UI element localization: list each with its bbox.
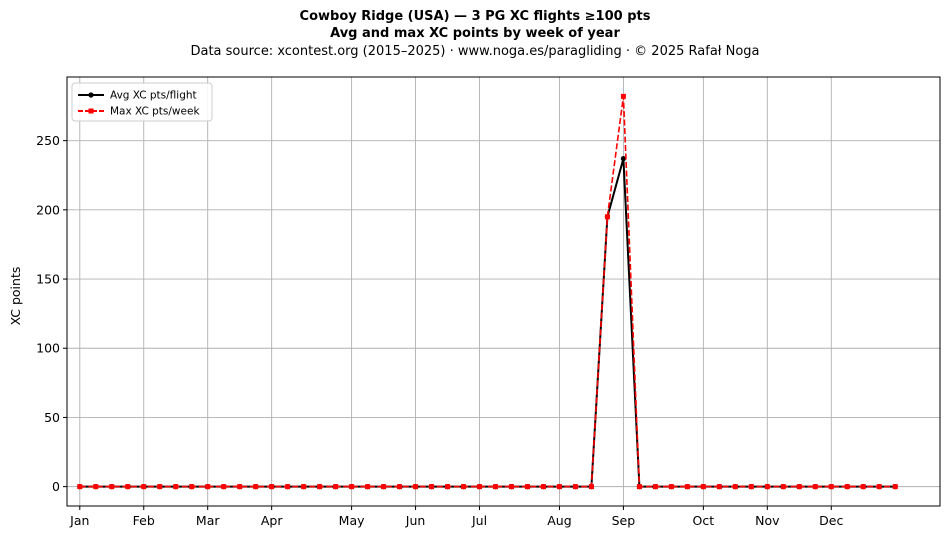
data-point: [764, 484, 770, 490]
data-point: [285, 484, 291, 490]
x-tick-label: Apr: [261, 513, 283, 528]
chart-title: Cowboy Ridge (USA) — 3 PG XC flights ≥10…: [299, 9, 651, 24]
data-point: [157, 484, 163, 490]
data-point: [604, 214, 610, 220]
data-point: [253, 484, 259, 490]
data-point: [93, 484, 99, 490]
data-point: [668, 484, 674, 490]
series-line-0: [79, 157, 896, 488]
y-tick-label: 150: [36, 272, 60, 287]
data-point: [189, 484, 195, 490]
data-point: [524, 484, 530, 490]
series-layer: [77, 93, 898, 490]
data-point: [892, 484, 898, 490]
x-axis: Jan Feb Mar Apr May Jun Jul Aug Sep Oct Nov Dec: [69, 506, 843, 528]
x-tick-label: Nov: [755, 513, 780, 528]
data-point: [173, 484, 179, 490]
data-point: [732, 484, 738, 490]
data-point: [365, 484, 371, 490]
data-point: [381, 484, 387, 490]
data-point: [796, 484, 802, 490]
data-point: [77, 484, 83, 490]
data-point: [684, 484, 690, 490]
legend-box: [71, 82, 213, 122]
data-point: [221, 484, 227, 490]
data-point: [301, 484, 307, 490]
data-point: [445, 484, 451, 490]
data-point: [205, 484, 211, 490]
data-point: [636, 484, 642, 490]
data-point: [828, 484, 834, 490]
data-point: [540, 484, 546, 490]
data-point: [748, 484, 754, 490]
x-tick-label: Jul: [471, 513, 487, 528]
data-point: [700, 484, 706, 490]
y-tick-label: 250: [36, 133, 60, 148]
grid: [67, 77, 940, 506]
data-point: [237, 484, 243, 490]
data-point: [125, 484, 131, 490]
legend: Avg XC pts/flight Max XC pts/week: [71, 82, 213, 122]
data-point: [812, 484, 818, 490]
x-tick-label: Jan: [69, 513, 89, 528]
x-tick-label: Mar: [196, 513, 220, 528]
legend-marker: [88, 92, 94, 98]
data-point: [429, 484, 435, 490]
legend-label-0: Avg XC pts/flight: [110, 90, 197, 102]
data-point: [860, 484, 866, 490]
data-point: [620, 93, 626, 99]
y-tick-label: 100: [36, 341, 60, 356]
x-tick-label: Aug: [547, 513, 571, 528]
legend-label-1: Max XC pts/week: [110, 106, 200, 118]
data-point: [109, 484, 115, 490]
chart-titles: Cowboy Ridge (USA) — 3 PG XC flights ≥10…: [0, 8, 950, 60]
data-point: [556, 484, 562, 490]
data-point: [477, 484, 483, 490]
data-point: [572, 484, 578, 490]
y-tick-label: 0: [52, 479, 60, 494]
data-point: [269, 484, 275, 490]
data-point: [413, 484, 419, 490]
data-point: [317, 484, 323, 490]
legend-marker: [88, 108, 94, 114]
data-point: [780, 484, 786, 490]
series-line-1: [79, 95, 896, 488]
data-point: [397, 484, 403, 490]
y-axis-label: XC points: [8, 267, 23, 326]
x-tick-label: Jun: [405, 513, 426, 528]
data-point: [508, 484, 514, 490]
data-point: [493, 484, 499, 490]
x-tick-label: Sep: [612, 513, 636, 528]
data-point: [716, 484, 722, 490]
chart-subtitle: Avg and max XC points by week of year: [330, 26, 620, 41]
data-point: [141, 484, 147, 490]
x-tick-label: Feb: [133, 513, 155, 528]
data-point: [652, 484, 658, 490]
data-point: [588, 484, 594, 490]
x-tick-label: Oct: [693, 513, 715, 528]
data-point: [349, 484, 355, 490]
y-tick-label: 200: [36, 202, 60, 217]
data-source-note: Data source: xcontest.org (2015–2025) · …: [190, 44, 760, 59]
data-point: [844, 484, 850, 490]
data-point: [461, 484, 467, 490]
y-tick-label: 50: [44, 410, 60, 425]
data-point: [333, 484, 339, 490]
data-point: [876, 484, 882, 490]
plot-frame: [66, 76, 941, 507]
data-point: [620, 156, 627, 162]
y-axis: 0 50 100 150 200 250: [36, 133, 67, 494]
x-tick-label: May: [339, 513, 365, 528]
x-tick-label: Dec: [819, 513, 843, 528]
